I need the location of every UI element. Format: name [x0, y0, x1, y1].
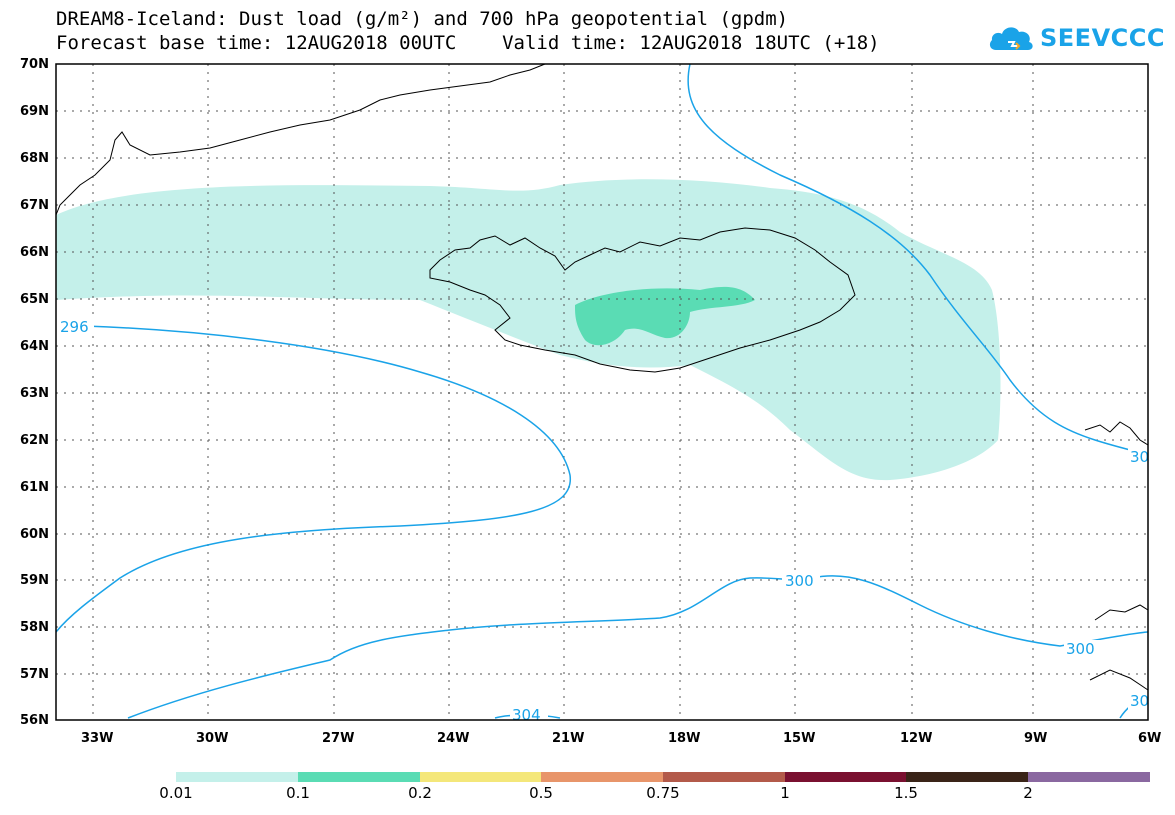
dust-area-medium	[575, 286, 755, 346]
lat-label: 68N	[20, 151, 49, 166]
lat-label: 63N	[20, 386, 49, 401]
colorbar-label: 0.2	[408, 784, 432, 802]
contour-label: 304	[512, 706, 541, 724]
lon-label: 24W	[437, 731, 469, 746]
lat-label: 64N	[20, 339, 49, 354]
cloud-icon	[989, 27, 1033, 50]
colorbar-swatch	[1028, 772, 1150, 782]
contour-label: 30	[1130, 448, 1149, 466]
colorbar-swatch	[785, 772, 906, 782]
lat-label: 61N	[20, 480, 49, 495]
grid-lines	[56, 64, 1148, 720]
geopotential-contours	[55, 63, 1149, 719]
lat-label: 62N	[20, 433, 49, 448]
map-subtitle: Forecast base time: 12AUG2018 00UTC Vali…	[56, 32, 880, 54]
contour-label: 300	[1066, 640, 1095, 658]
contour-300-east	[687, 63, 1149, 456]
lat-label: 66N	[20, 245, 49, 260]
lon-label: 15W	[783, 731, 815, 746]
colorbar-label: 1.5	[894, 784, 918, 802]
lat-label: 56N	[20, 713, 49, 728]
colorbar-label: 0.5	[529, 784, 553, 802]
dust-area-light	[56, 179, 1001, 481]
colorbar-label: 0.1	[286, 784, 310, 802]
colorbar-label: 0.01	[159, 784, 193, 802]
lat-label: 60N	[20, 527, 49, 542]
contour-300	[127, 575, 1149, 719]
colorbar-swatch	[541, 772, 663, 782]
iceland-coast	[429, 227, 856, 373]
map-frame	[55, 63, 1149, 721]
colorbar-swatch	[298, 772, 420, 782]
contour-label: 30	[1130, 692, 1149, 710]
logo-text: SEEVCCC	[1040, 24, 1165, 52]
lon-label: 6W	[1138, 731, 1161, 746]
lon-label: 18W	[668, 731, 700, 746]
lat-labels: 56N 57N 58N 59N 60N 61N 62N 63N 64N 65N …	[20, 57, 49, 728]
colorbar-swatch	[906, 772, 1028, 782]
lon-label: 30W	[196, 731, 228, 746]
colorbar-swatch	[420, 772, 541, 782]
map-title: DREAM8-Iceland: Dust load (g/m²) and 700…	[56, 8, 789, 30]
lon-label: 12W	[900, 731, 932, 746]
greenland-coast	[55, 63, 546, 216]
lat-label: 67N	[20, 198, 49, 213]
colorbar-label: 1	[780, 784, 790, 802]
lon-labels: 33W 30W 27W 24W 21W 18W 15W 12W 9W 6W	[81, 731, 1161, 746]
contour-label: 300	[785, 572, 814, 590]
colorbar-label: 2	[1023, 784, 1033, 802]
lon-label: 27W	[322, 731, 354, 746]
lon-label: 9W	[1024, 731, 1047, 746]
lon-label: 33W	[81, 731, 113, 746]
scotland-coast	[1084, 421, 1149, 446]
lat-label: 70N	[20, 57, 49, 72]
lat-label: 59N	[20, 573, 49, 588]
contour-label: 296	[60, 318, 89, 336]
lat-label: 58N	[20, 620, 49, 635]
colorbar	[176, 772, 1150, 782]
colorbar-swatch	[176, 772, 298, 782]
lon-label: 21W	[552, 731, 584, 746]
lat-label: 65N	[20, 292, 49, 307]
coastlines	[55, 63, 1149, 691]
lat-label: 57N	[20, 667, 49, 682]
lat-label: 69N	[20, 104, 49, 119]
colorbar-swatch	[663, 772, 785, 782]
scandinavia-coast	[1089, 604, 1149, 691]
colorbar-label: 0.75	[646, 784, 680, 802]
contour-296	[55, 325, 571, 633]
